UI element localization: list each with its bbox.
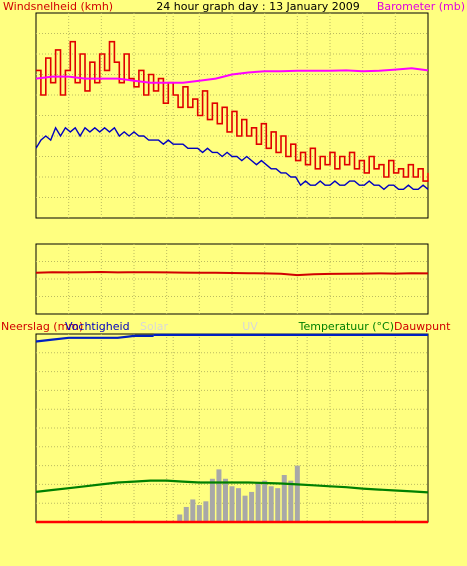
chart-title: 24 hour graph day : 13 January 2009 (156, 0, 360, 13)
solar-bar (281, 475, 287, 522)
uv-axis-title: UV (242, 320, 258, 333)
solar-bar (177, 514, 183, 522)
wind-y-axis-title: Windsnelheid (kmh) (3, 0, 113, 13)
solar-bar (242, 495, 248, 522)
wind-speed-line (35, 126, 429, 191)
solar-bar (268, 486, 274, 522)
solar-bar (209, 478, 215, 522)
solar-bar (294, 465, 300, 522)
solar-bar (255, 482, 261, 522)
solar-bar (203, 501, 209, 522)
wind-direction-line (35, 270, 429, 277)
dewpoint-axis-title: Dauwpunt (394, 320, 451, 333)
solar-axis-title: Solar (140, 320, 169, 333)
solar-bar (183, 506, 189, 522)
solar-bar (236, 488, 242, 522)
solar-bar (249, 491, 255, 522)
solar-bar (275, 488, 281, 522)
solar-bar (288, 480, 294, 522)
solar-bar (222, 478, 228, 522)
humidity-axis-title: Vochtigheid (65, 320, 130, 333)
rain-axis-title: Neerslag (mm) (1, 320, 83, 333)
series-layer (35, 40, 429, 524)
temperature-line (35, 479, 429, 494)
solar-bar (216, 469, 222, 522)
temperature-axis-title: Temperatuur (°C) (298, 320, 394, 333)
solar-bar (229, 486, 235, 522)
solar-bar (262, 480, 268, 522)
solar-bar (196, 505, 202, 522)
direction-grid (36, 244, 428, 314)
wind-gust-line (36, 40, 429, 182)
solar-bar (190, 499, 196, 522)
humidity-line (35, 334, 154, 343)
barometer-axis-title: Barometer (mb) (377, 0, 465, 13)
barometer-line (35, 67, 429, 84)
